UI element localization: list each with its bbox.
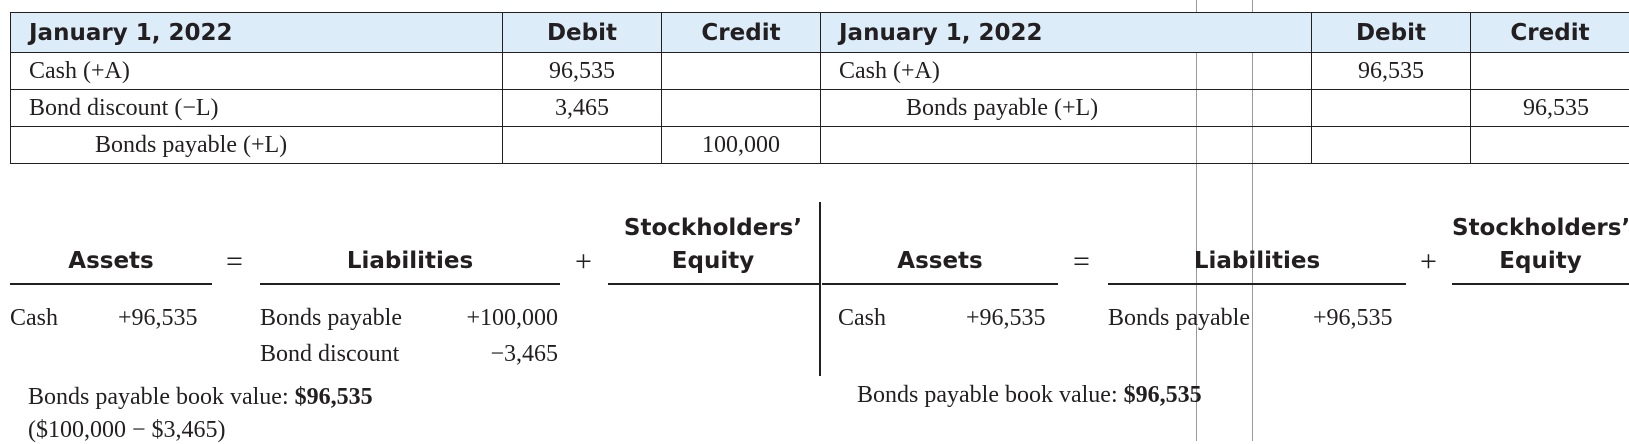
liability-entry-name: Bonds payable bbox=[1108, 305, 1250, 332]
equity-heading-line2: Equity bbox=[608, 245, 818, 278]
equity-heading-line2: Equity bbox=[1452, 245, 1629, 278]
center-divider bbox=[819, 202, 821, 376]
table-row: Cash (+A) 96,535 bbox=[821, 53, 1629, 90]
journal-date-header: January 1, 2022 bbox=[821, 13, 1312, 53]
book-value-label: Bonds payable book value: bbox=[28, 384, 295, 410]
debit-header: Debit bbox=[1312, 13, 1471, 53]
credit-cell: 100,000 bbox=[662, 127, 821, 164]
table-row: Bonds payable (+L) 100,000 bbox=[11, 127, 821, 164]
book-value-amount: $96,535 bbox=[1124, 382, 1202, 408]
right-journal-table: January 1, 2022 Debit Credit Cash (+A) 9… bbox=[820, 12, 1629, 164]
account-cell: Bonds payable (+L) bbox=[821, 90, 1312, 127]
table-header-row: January 1, 2022 Debit Credit bbox=[821, 13, 1629, 53]
equity-underline bbox=[608, 283, 820, 285]
asset-entry-amount: +96,535 bbox=[118, 305, 198, 332]
table-row: Cash (+A) 96,535 bbox=[11, 53, 821, 90]
equity-heading-line1: Stockholders’ bbox=[608, 212, 818, 245]
credit-cell bbox=[662, 90, 821, 127]
equity-underline bbox=[1452, 283, 1629, 285]
debit-cell bbox=[1312, 127, 1471, 164]
journal-date-header: January 1, 2022 bbox=[11, 13, 503, 53]
asset-entry-name: Cash bbox=[838, 305, 886, 332]
credit-cell bbox=[1471, 127, 1629, 164]
account-cell: Bond discount (−L) bbox=[11, 90, 503, 127]
liabilities-heading: Liabilities bbox=[1108, 245, 1406, 278]
debit-cell: 3,465 bbox=[503, 90, 662, 127]
equals-sign: = bbox=[226, 245, 243, 279]
debit-cell: 96,535 bbox=[1312, 53, 1471, 90]
book-value-label: Bonds payable book value: bbox=[857, 382, 1124, 408]
account-cell: Cash (+A) bbox=[11, 53, 503, 90]
account-cell bbox=[821, 127, 1312, 164]
assets-heading: Assets bbox=[822, 245, 1058, 278]
table-row bbox=[821, 127, 1629, 164]
liability-entry-amount: +100,000 bbox=[466, 305, 558, 332]
left-journal-table: January 1, 2022 Debit Credit Cash (+A) 9… bbox=[10, 12, 821, 164]
table-row: Bond discount (−L) 3,465 bbox=[11, 90, 821, 127]
equity-heading-line1: Stockholders’ bbox=[1452, 212, 1629, 245]
liability-entry-amount: +96,535 bbox=[1313, 305, 1393, 332]
liability-entry-name: Bond discount bbox=[260, 341, 399, 368]
assets-heading: Assets bbox=[10, 245, 212, 278]
book-value-calculation: ($100,000 − $3,465) bbox=[28, 417, 226, 444]
book-value-amount: $96,535 bbox=[295, 384, 373, 410]
assets-underline bbox=[822, 283, 1058, 285]
asset-entry-name: Cash bbox=[10, 305, 58, 332]
plus-sign: + bbox=[1420, 245, 1437, 279]
debit-cell: 96,535 bbox=[503, 53, 662, 90]
credit-cell: 96,535 bbox=[1471, 90, 1629, 127]
account-cell: Cash (+A) bbox=[821, 53, 1312, 90]
liabilities-underline bbox=[1108, 283, 1406, 285]
asset-entry-amount: +96,535 bbox=[966, 305, 1046, 332]
credit-header: Credit bbox=[662, 13, 821, 53]
plus-sign: + bbox=[575, 245, 592, 279]
credit-header: Credit bbox=[1471, 13, 1629, 53]
book-value-line: Bonds payable book value: $96,535 bbox=[28, 384, 373, 411]
liability-entry-amount: −3,465 bbox=[490, 341, 558, 368]
liabilities-underline bbox=[260, 283, 560, 285]
equals-sign: = bbox=[1073, 245, 1090, 279]
assets-underline bbox=[10, 283, 212, 285]
debit-cell bbox=[1312, 90, 1471, 127]
book-value-line: Bonds payable book value: $96,535 bbox=[857, 382, 1202, 409]
account-cell: Bonds payable (+L) bbox=[11, 127, 503, 164]
table-header-row: January 1, 2022 Debit Credit bbox=[11, 13, 821, 53]
credit-cell bbox=[1471, 53, 1629, 90]
credit-cell bbox=[662, 53, 821, 90]
liability-entry-name: Bonds payable bbox=[260, 305, 402, 332]
debit-cell bbox=[503, 127, 662, 164]
debit-header: Debit bbox=[503, 13, 662, 53]
liabilities-heading: Liabilities bbox=[260, 245, 560, 278]
table-row: Bonds payable (+L) 96,535 bbox=[821, 90, 1629, 127]
